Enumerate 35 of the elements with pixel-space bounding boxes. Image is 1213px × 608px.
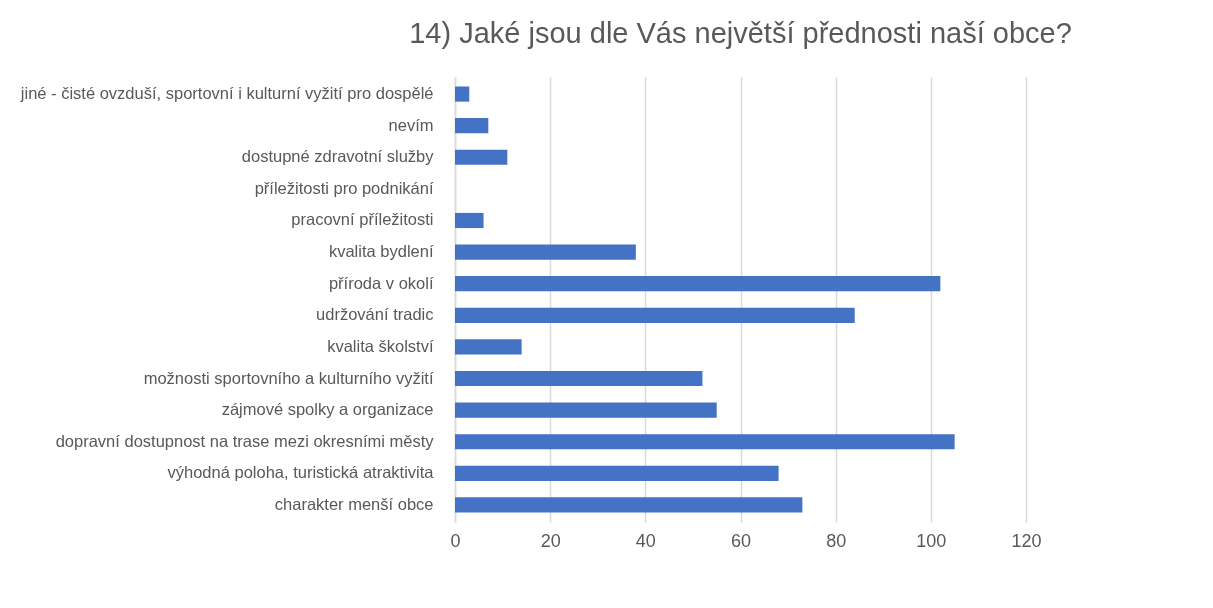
x-tick-label: 100 [916,530,947,551]
y-tick-label: dostupné zdravotní služby [241,147,435,166]
y-tick-label: jiné - čisté ovzduší, sportovní i kulturní vyžití pro dospělé [19,84,434,103]
bar [455,212,484,229]
bar [455,149,508,165]
bar [455,497,803,513]
x-tick-label: 120 [1011,530,1042,551]
y-tick-label: zájmové spolky a organizace [221,400,434,419]
y-tick-label: příležitosti pro podnikání [254,178,434,197]
bar [455,465,779,481]
y-tick-label: možnosti sportovního a kulturního vyžití [143,368,434,387]
y-tick-label: udržování tradic [316,305,434,324]
bar [455,434,955,450]
x-tick-label: 0 [450,530,461,551]
y-tick-label: pracovní příležitosti [291,210,434,229]
y-tick-label: nevím [388,115,434,134]
bar [455,244,636,260]
y-tick-label: příroda v okolí [328,273,434,292]
bar [455,402,717,418]
y-tick-label: kvalita bydlení [328,242,434,261]
chart-title: 14) Jaké jsou dle Vás největší přednosti naší obce? [409,17,1072,49]
x-tick-label: 80 [826,530,847,551]
y-tick-label: výhodná poloha, turistická atraktivita [167,463,435,482]
bar [455,307,855,323]
x-tick-label: 60 [730,530,752,551]
y-tick-label: charakter menší obce [274,494,434,513]
bar [455,276,941,292]
x-tick-label: 40 [635,530,656,551]
bar [455,339,522,355]
y-tick-label: dopravní dostupnost na trase mezi okresními městy [55,431,435,450]
bar [455,86,470,102]
y-tick-label: kvalita školství [327,336,434,355]
x-tick-label: 20 [540,530,561,551]
bar [455,370,703,387]
bar [455,118,489,134]
